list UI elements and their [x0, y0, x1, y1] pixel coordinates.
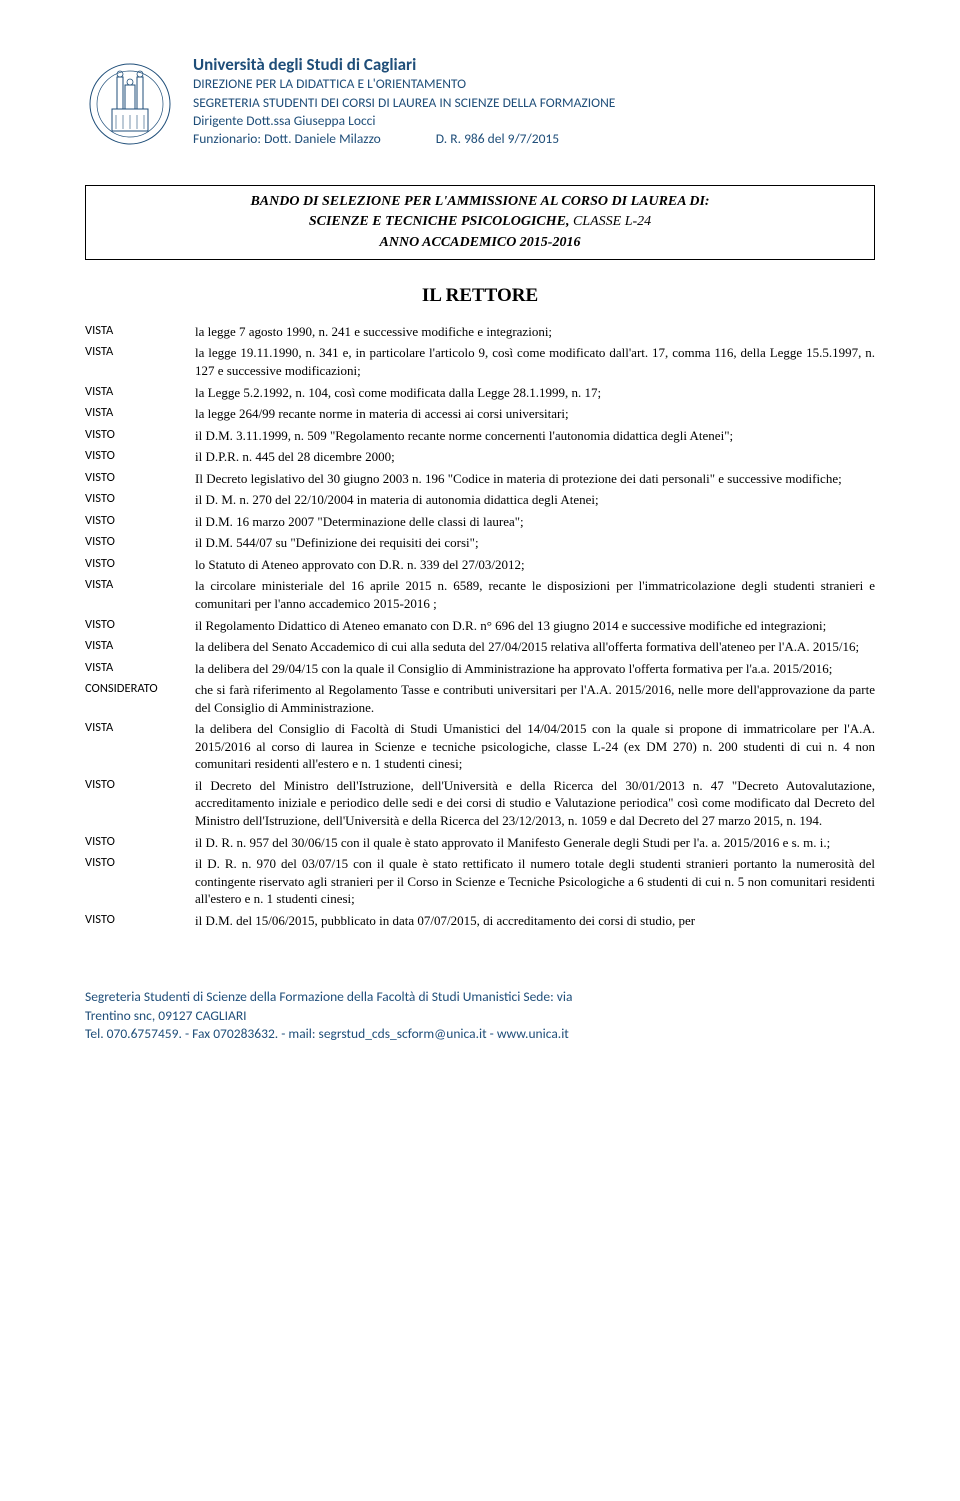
- clause-key: VISTO: [85, 556, 195, 578]
- clause-row: VISTOil D.M. del 15/06/2015, pubblicato …: [85, 912, 875, 934]
- footer: Segreteria Studenti di Scienze della For…: [85, 988, 875, 1043]
- clause-key: VISTO: [85, 448, 195, 470]
- university-seal: [85, 55, 175, 160]
- clause-row: VISTAla delibera del Senato Accademico d…: [85, 638, 875, 660]
- clause-row: CONSIDERATOche si farà riferimento al Re…: [85, 681, 875, 720]
- clause-key: VISTA: [85, 638, 195, 660]
- header-text-block: Università degli Studi di Cagliari DIREZ…: [193, 55, 875, 148]
- clause-key: VISTO: [85, 491, 195, 513]
- clause-row: VISTOil D.M. 544/07 su "Definizione dei …: [85, 534, 875, 556]
- clause-text: il D.M. 544/07 su "Definizione dei requi…: [195, 534, 875, 556]
- clause-text: il D. R. n. 970 del 03/07/15 con il qual…: [195, 855, 875, 912]
- clause-key: VISTA: [85, 577, 195, 616]
- clause-row: VISTOil D.M. 3.11.1999, n. 509 "Regolame…: [85, 427, 875, 449]
- clause-row: VISTOil Regolamento Didattico di Ateneo …: [85, 617, 875, 639]
- clause-text: la delibera del Senato Accademico di cui…: [195, 638, 875, 660]
- footer-line-2: Trentino snc, 09127 CAGLIARI: [85, 1007, 875, 1025]
- university-name: Università degli Studi di Cagliari: [193, 55, 875, 75]
- clause-row: VISTOil D. M. n. 270 del 22/10/2004 in m…: [85, 491, 875, 513]
- clause-row: VISTOil D. R. n. 970 del 03/07/15 con il…: [85, 855, 875, 912]
- title-box: BANDO DI SELEZIONE PER L'AMMISSIONE AL C…: [85, 185, 875, 260]
- footer-line-1: Segreteria Studenti di Scienze della For…: [85, 988, 875, 1006]
- clause-key: VISTA: [85, 323, 195, 345]
- clause-row: VISTAla legge 7 agosto 1990, n. 241 e su…: [85, 323, 875, 345]
- clause-row: VISTAla legge 264/99 recante norme in ma…: [85, 405, 875, 427]
- header-decreto-ref: D. R. 986 del 9/7/2015: [436, 130, 559, 148]
- clause-row: VISTAla legge 19.11.1990, n. 341 e, in p…: [85, 344, 875, 383]
- clause-row: VISTAla circolare ministeriale del 16 ap…: [85, 577, 875, 616]
- clause-text: la legge 264/99 recante norme in materia…: [195, 405, 875, 427]
- clause-row: VISTOil Decreto del Ministro dell'Istruz…: [85, 777, 875, 834]
- clause-row: VISTAla delibera del 29/04/15 con la qua…: [85, 660, 875, 682]
- clause-key: VISTO: [85, 617, 195, 639]
- clause-text: la legge 7 agosto 1990, n. 241 e success…: [195, 323, 875, 345]
- clause-text: il D.M. 16 marzo 2007 "Determinazione de…: [195, 513, 875, 535]
- document-header: Università degli Studi di Cagliari DIREZ…: [85, 55, 875, 160]
- rettore-heading: IL RETTORE: [85, 285, 875, 307]
- clause-text: il D.M. del 15/06/2015, pubblicato in da…: [195, 912, 875, 934]
- clause-row: VISTAla Legge 5.2.1992, n. 104, così com…: [85, 384, 875, 406]
- clause-text: la Legge 5.2.1992, n. 104, così come mod…: [195, 384, 875, 406]
- clause-key: VISTO: [85, 470, 195, 492]
- clause-key: VISTA: [85, 720, 195, 777]
- clause-text: Il Decreto legislativo del 30 giugno 200…: [195, 470, 875, 492]
- clause-key: VISTA: [85, 405, 195, 427]
- header-dirigente: Dirigente Dott.ssa Giuseppa Locci: [193, 112, 875, 130]
- clause-row: VISTOil D.M. 16 marzo 2007 "Determinazio…: [85, 513, 875, 535]
- clause-text: la circolare ministeriale del 16 aprile …: [195, 577, 875, 616]
- clause-text: la delibera del Consiglio di Facoltà di …: [195, 720, 875, 777]
- clause-key: VISTO: [85, 855, 195, 912]
- clause-row: VISTOlo Statuto di Ateneo approvato con …: [85, 556, 875, 578]
- clause-key: VISTA: [85, 344, 195, 383]
- title-line-2: SCIENZE E TECNICHE PSICOLOGICHE, CLASSE …: [96, 212, 864, 232]
- clause-text: la legge 19.11.1990, n. 341 e, in partic…: [195, 344, 875, 383]
- clause-text: lo Statuto di Ateneo approvato con D.R. …: [195, 556, 875, 578]
- clause-key: VISTO: [85, 513, 195, 535]
- clause-row: VISTOil D. R. n. 957 del 30/06/15 con il…: [85, 834, 875, 856]
- clause-text: il D.P.R. n. 445 del 28 dicembre 2000;: [195, 448, 875, 470]
- footer-line-3: Tel. 070.6757459. - Fax 070283632. - mai…: [85, 1025, 875, 1043]
- clause-row: VISTOil D.P.R. n. 445 del 28 dicembre 20…: [85, 448, 875, 470]
- clause-row: VISTOIl Decreto legislativo del 30 giugn…: [85, 470, 875, 492]
- clause-text: il Regolamento Didattico di Ateneo emana…: [195, 617, 875, 639]
- clause-text: il D.M. 3.11.1999, n. 509 "Regolamento r…: [195, 427, 875, 449]
- clauses-table: VISTAla legge 7 agosto 1990, n. 241 e su…: [85, 323, 875, 933]
- clause-key: VISTO: [85, 534, 195, 556]
- header-segreteria: SEGRETERIA STUDENTI DEI CORSI DI LAUREA …: [193, 94, 875, 112]
- clause-key: VISTA: [85, 384, 195, 406]
- clause-text: il D. M. n. 270 del 22/10/2004 in materi…: [195, 491, 875, 513]
- clause-key: VISTO: [85, 427, 195, 449]
- clause-key: VISTO: [85, 912, 195, 934]
- title-line-3: ANNO ACCADEMICO 2015-2016: [96, 233, 864, 253]
- clause-row: VISTAla delibera del Consiglio di Facolt…: [85, 720, 875, 777]
- clause-text: il D. R. n. 957 del 30/06/15 con il qual…: [195, 834, 875, 856]
- clause-text: il Decreto del Ministro dell'Istruzione,…: [195, 777, 875, 834]
- clause-key: VISTO: [85, 777, 195, 834]
- clause-text: la delibera del 29/04/15 con la quale il…: [195, 660, 875, 682]
- clause-text: che si farà riferimento al Regolamento T…: [195, 681, 875, 720]
- header-direzione: DIREZIONE PER LA DIDATTICA E L'ORIENTAME…: [193, 75, 875, 93]
- clause-key: VISTO: [85, 834, 195, 856]
- title-line-1: BANDO DI SELEZIONE PER L'AMMISSIONE AL C…: [96, 192, 864, 212]
- header-funzionario: Funzionario: Dott. Daniele Milazzo: [193, 130, 381, 148]
- clause-key: VISTA: [85, 660, 195, 682]
- clause-key: CONSIDERATO: [85, 681, 195, 720]
